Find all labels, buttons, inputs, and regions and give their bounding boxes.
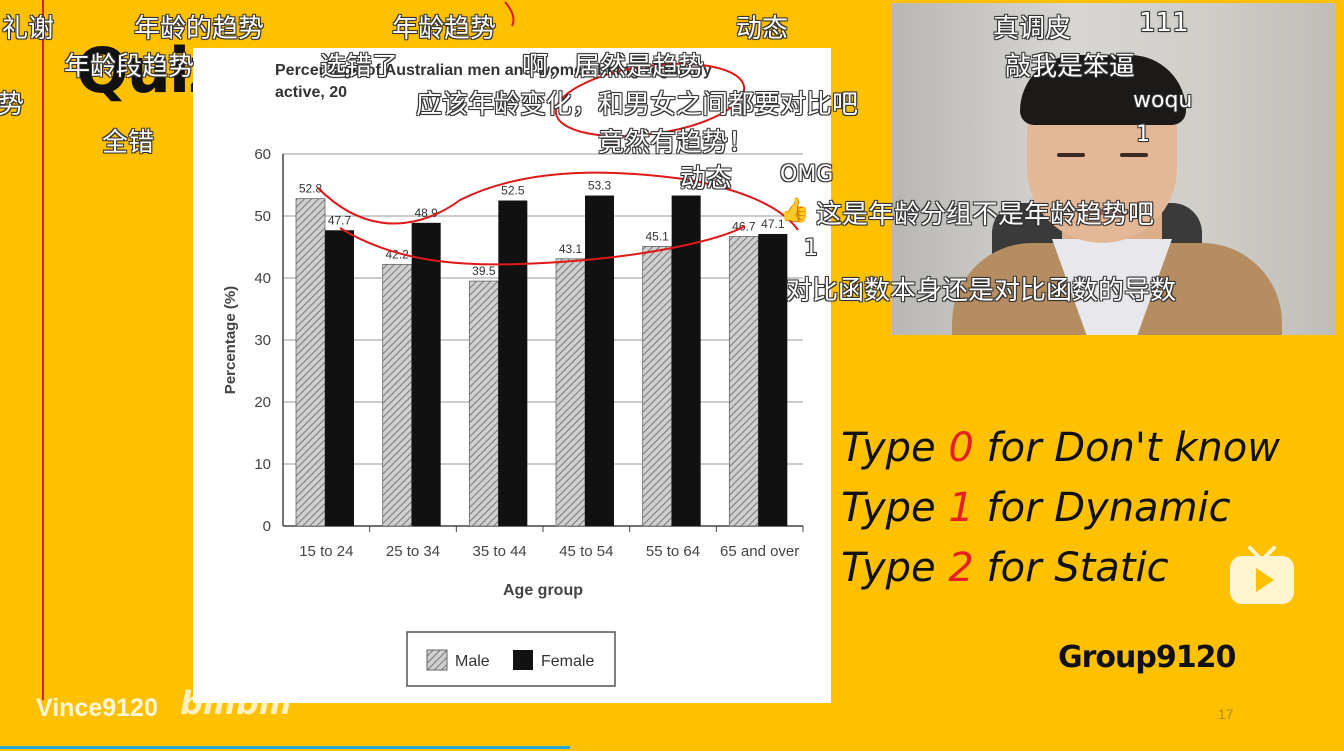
x-tick-label: 35 to 44 — [473, 543, 527, 560]
data-label-male: 39.5 — [472, 264, 496, 278]
danmaku-comment: 势 — [0, 90, 25, 120]
bar-female — [671, 195, 701, 527]
danmaku-comment: 这是年龄分组不是年龄趋势吧 — [816, 200, 1155, 230]
danmaku-comment: woqu — [1133, 88, 1193, 113]
danmaku-comment: 对比函数本身还是对比函数的导数 — [786, 276, 1177, 306]
danmaku-comment: 年龄趋势 — [392, 14, 497, 44]
page-number: 17 — [1218, 706, 1234, 722]
data-label-female: 53.3 — [588, 179, 612, 193]
data-label-male: 42.2 — [385, 247, 409, 261]
data-label-male: 52.8 — [299, 182, 323, 196]
quiz-options: Type 0 for Don't know Type 1 for Dynamic… — [841, 418, 1280, 598]
y-axis-label: Percentage (%) — [222, 286, 239, 394]
danmaku-comment: 选错了 — [320, 52, 399, 82]
y-tick-label: 40 — [254, 270, 271, 287]
x-tick-label: 15 to 24 — [299, 543, 353, 560]
y-tick-label: 60 — [254, 146, 271, 163]
x-axis-label: Age group — [503, 582, 583, 599]
bar-male — [555, 258, 586, 527]
danmaku-comment: 1 — [1136, 122, 1150, 147]
legend-label-female: Female — [541, 653, 594, 670]
danmaku-comment: 动态 — [736, 14, 789, 44]
data-label-female: 52.5 — [501, 184, 525, 198]
quiz-option-1: Type 1 for Dynamic — [841, 485, 1231, 531]
bar-female — [325, 230, 354, 526]
bar-female — [498, 200, 528, 526]
x-tick-label: 25 to 34 — [386, 543, 440, 560]
bar-male — [382, 263, 413, 527]
danmaku-comment: 年龄段趋势 — [64, 52, 195, 82]
danmaku-comment: 真调皮 — [993, 14, 1072, 44]
y-tick-label: 30 — [254, 332, 271, 349]
danmaku-comment: 敲我是笨逼 — [1005, 52, 1136, 82]
danmaku-comment: 啊，居然是趋势 — [522, 52, 705, 82]
bar-female — [411, 222, 441, 526]
data-label-female: 47.7 — [328, 213, 352, 227]
bar-male — [295, 198, 326, 527]
x-tick-label: 55 to 64 — [646, 543, 700, 560]
y-tick-label: 50 — [254, 208, 271, 225]
x-tick-label: 65 and over — [720, 543, 799, 560]
bar-female — [758, 233, 788, 527]
legend-label-male: Male — [455, 653, 490, 670]
danmaku-comment: OMG — [780, 162, 834, 187]
bar-male — [642, 245, 673, 527]
data-label-female: 48.9 — [414, 206, 438, 220]
danmaku-comment: 年龄的趋势 — [134, 14, 265, 44]
video-progress-bar[interactable] — [0, 746, 570, 749]
data-label-male: 45.1 — [645, 229, 669, 243]
danmaku-comment: 1 — [804, 236, 818, 261]
danmaku-comment: 全错 — [102, 128, 155, 158]
chart-panel: 0 10 20 30 40 50 60 52.8 47.7 15 to 24 42.2 48.9 25 … — [193, 48, 831, 703]
webcam-feed — [892, 3, 1335, 335]
thumbs-up-icon: 👍 — [780, 196, 810, 224]
legend-swatch-female — [513, 650, 533, 670]
bar-female — [585, 195, 614, 527]
data-label-male: 43.1 — [559, 242, 583, 256]
danmaku-comment: 礼谢 — [2, 14, 55, 44]
bar-male — [728, 236, 759, 527]
danmaku-comment: 动态 — [680, 164, 733, 194]
danmaku-comment: 111 — [1139, 8, 1189, 38]
bilibili-logo: bilibili — [180, 684, 292, 722]
tv-play-icon[interactable] — [1228, 546, 1296, 606]
y-tick-label: 20 — [254, 394, 271, 411]
y-tick-label: 0 — [263, 518, 271, 535]
danmaku-comment: 竟然有趋势！ — [598, 128, 755, 158]
bar-male — [468, 280, 499, 527]
y-tick-label: 10 — [254, 456, 271, 473]
quiz-option-0: Type 0 for Don't know — [841, 425, 1280, 471]
data-label-male: 46.7 — [732, 219, 756, 233]
legend-swatch-male — [426, 649, 448, 671]
danmaku-comment: 应该年龄变化，和男女之间都要对比吧 — [416, 90, 859, 120]
quiz-option-2: Type 2 for Static — [841, 545, 1169, 591]
x-tick-label: 45 to 54 — [559, 543, 613, 560]
group-tag: Group9120 — [1058, 640, 1236, 675]
left-red-rule — [42, 0, 44, 700]
watermark-user: Vince9120 — [36, 694, 158, 722]
